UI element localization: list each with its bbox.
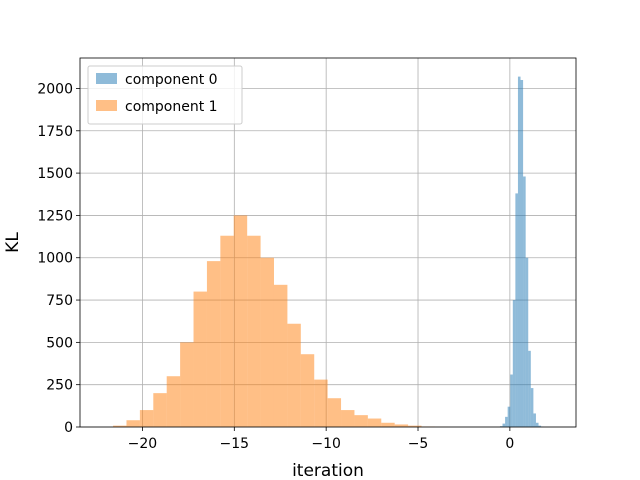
y-axis-label: KL — [3, 232, 23, 253]
x-tick-label: −5 — [408, 436, 429, 452]
histogram-bar — [193, 291, 207, 427]
histogram-bar — [273, 284, 288, 427]
histogram-bar — [139, 410, 154, 427]
histogram-bar — [394, 424, 409, 427]
histogram-bar — [247, 235, 261, 427]
histogram-bar — [499, 426, 503, 427]
y-tick-label: 2000 — [37, 81, 73, 97]
y-tick-label: 1000 — [37, 251, 73, 267]
histogram-bar — [520, 80, 524, 428]
histogram-bar — [300, 354, 315, 427]
series-0-bars — [499, 76, 544, 428]
histogram-bar — [515, 193, 518, 427]
histogram-bar — [530, 388, 534, 427]
histogram-bar — [220, 235, 234, 427]
histogram-bar — [354, 415, 368, 427]
x-tick-label: −20 — [128, 436, 158, 452]
histogram-bar — [166, 376, 181, 427]
histogram-bar — [502, 423, 506, 427]
series-1-bars — [113, 215, 449, 427]
histogram-bar — [153, 393, 167, 427]
histogram-bar — [510, 374, 513, 427]
histogram-bar — [126, 420, 140, 427]
histogram-bar — [233, 215, 248, 427]
histogram-bar — [206, 261, 221, 427]
legend-swatch-component-1 — [96, 100, 117, 111]
x-tick-label: −15 — [220, 436, 250, 452]
plot-area-frame — [79, 57, 577, 428]
legend-swatch-component-0 — [96, 73, 117, 84]
histogram-bar — [535, 422, 539, 427]
histogram-bar — [538, 425, 542, 427]
histogram-bar — [327, 398, 342, 427]
y-tick-label: 1250 — [37, 208, 73, 224]
histogram-bar — [507, 406, 511, 427]
histogram-bar — [381, 422, 395, 427]
histogram-bar — [512, 300, 516, 427]
histogram-bar — [525, 257, 529, 427]
histogram-bars — [113, 76, 544, 428]
legend: component 0 component 1 — [87, 65, 243, 125]
histogram-bar — [408, 425, 422, 427]
legend-label-component-1: component 1 — [125, 99, 218, 115]
legend-label-component-0: component 0 — [125, 72, 218, 88]
legend-box — [87, 65, 243, 125]
histogram-bar — [533, 413, 536, 427]
histogram-bar — [367, 418, 382, 427]
histogram-bar — [287, 323, 301, 427]
y-axis-ticks: 0 250 500 750 1000 1250 1500 1750 2000 — [37, 81, 80, 436]
y-tick-label: 500 — [46, 335, 73, 351]
x-axis-label: iteration — [292, 461, 364, 480]
histogram-bar — [113, 425, 127, 427]
histogram-bar — [180, 342, 194, 427]
histogram-bar — [528, 350, 531, 427]
histogram-bar — [260, 257, 274, 427]
histogram-bar — [523, 176, 526, 427]
y-tick-label: 0 — [64, 420, 73, 436]
y-tick-label: 1500 — [37, 166, 73, 182]
x-axis-ticks: −20 −15 −10 −5 0 — [128, 427, 514, 452]
histogram-bar — [517, 76, 521, 427]
histogram-bar — [341, 410, 355, 427]
x-tick-label: −10 — [311, 436, 341, 452]
x-tick-label: 0 — [505, 436, 514, 452]
y-tick-label: 1750 — [37, 124, 73, 140]
histogram-bar — [505, 416, 508, 427]
grid — [80, 58, 576, 428]
histogram-bar — [314, 379, 328, 427]
y-tick-label: 250 — [46, 378, 73, 394]
y-tick-label: 750 — [46, 293, 73, 309]
